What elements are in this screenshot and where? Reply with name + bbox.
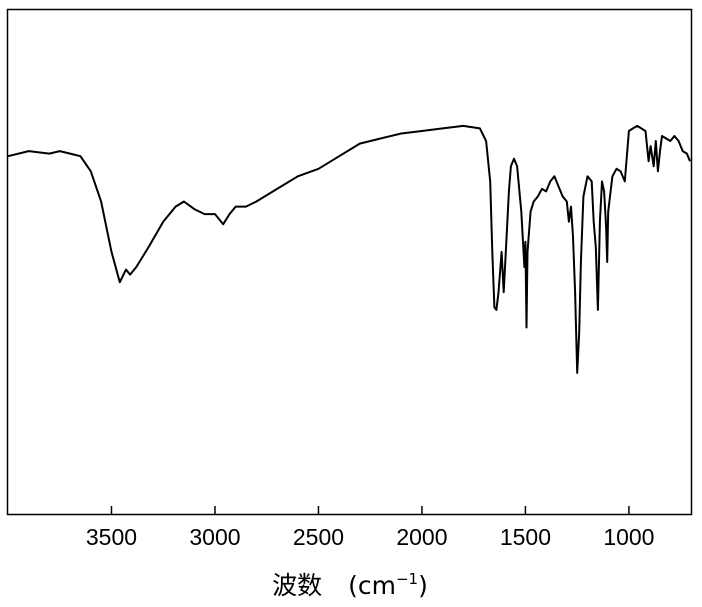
x-tick-label: 3000 bbox=[189, 524, 240, 550]
x-tick-label: 1000 bbox=[603, 524, 654, 550]
plot-frame bbox=[8, 10, 692, 515]
x-axis-unit-close: ) bbox=[418, 571, 428, 600]
x-tick-label: 2500 bbox=[293, 524, 344, 550]
spectrum-line bbox=[8, 126, 690, 373]
x-tick-labels: 3500 3000 2500 2000 1500 1000 bbox=[86, 524, 655, 550]
x-tick-label: 2000 bbox=[396, 524, 447, 550]
x-ticks bbox=[111, 506, 628, 514]
x-tick-label: 1500 bbox=[500, 524, 551, 550]
x-tick-label: 3500 bbox=[86, 524, 137, 550]
x-axis-unit-open: (cm bbox=[348, 571, 396, 600]
x-axis-label: 波数 bbox=[272, 571, 322, 600]
x-axis-unit-exponent: −1 bbox=[396, 570, 418, 588]
x-axis-title: 波数 (cm−1) bbox=[272, 570, 428, 600]
